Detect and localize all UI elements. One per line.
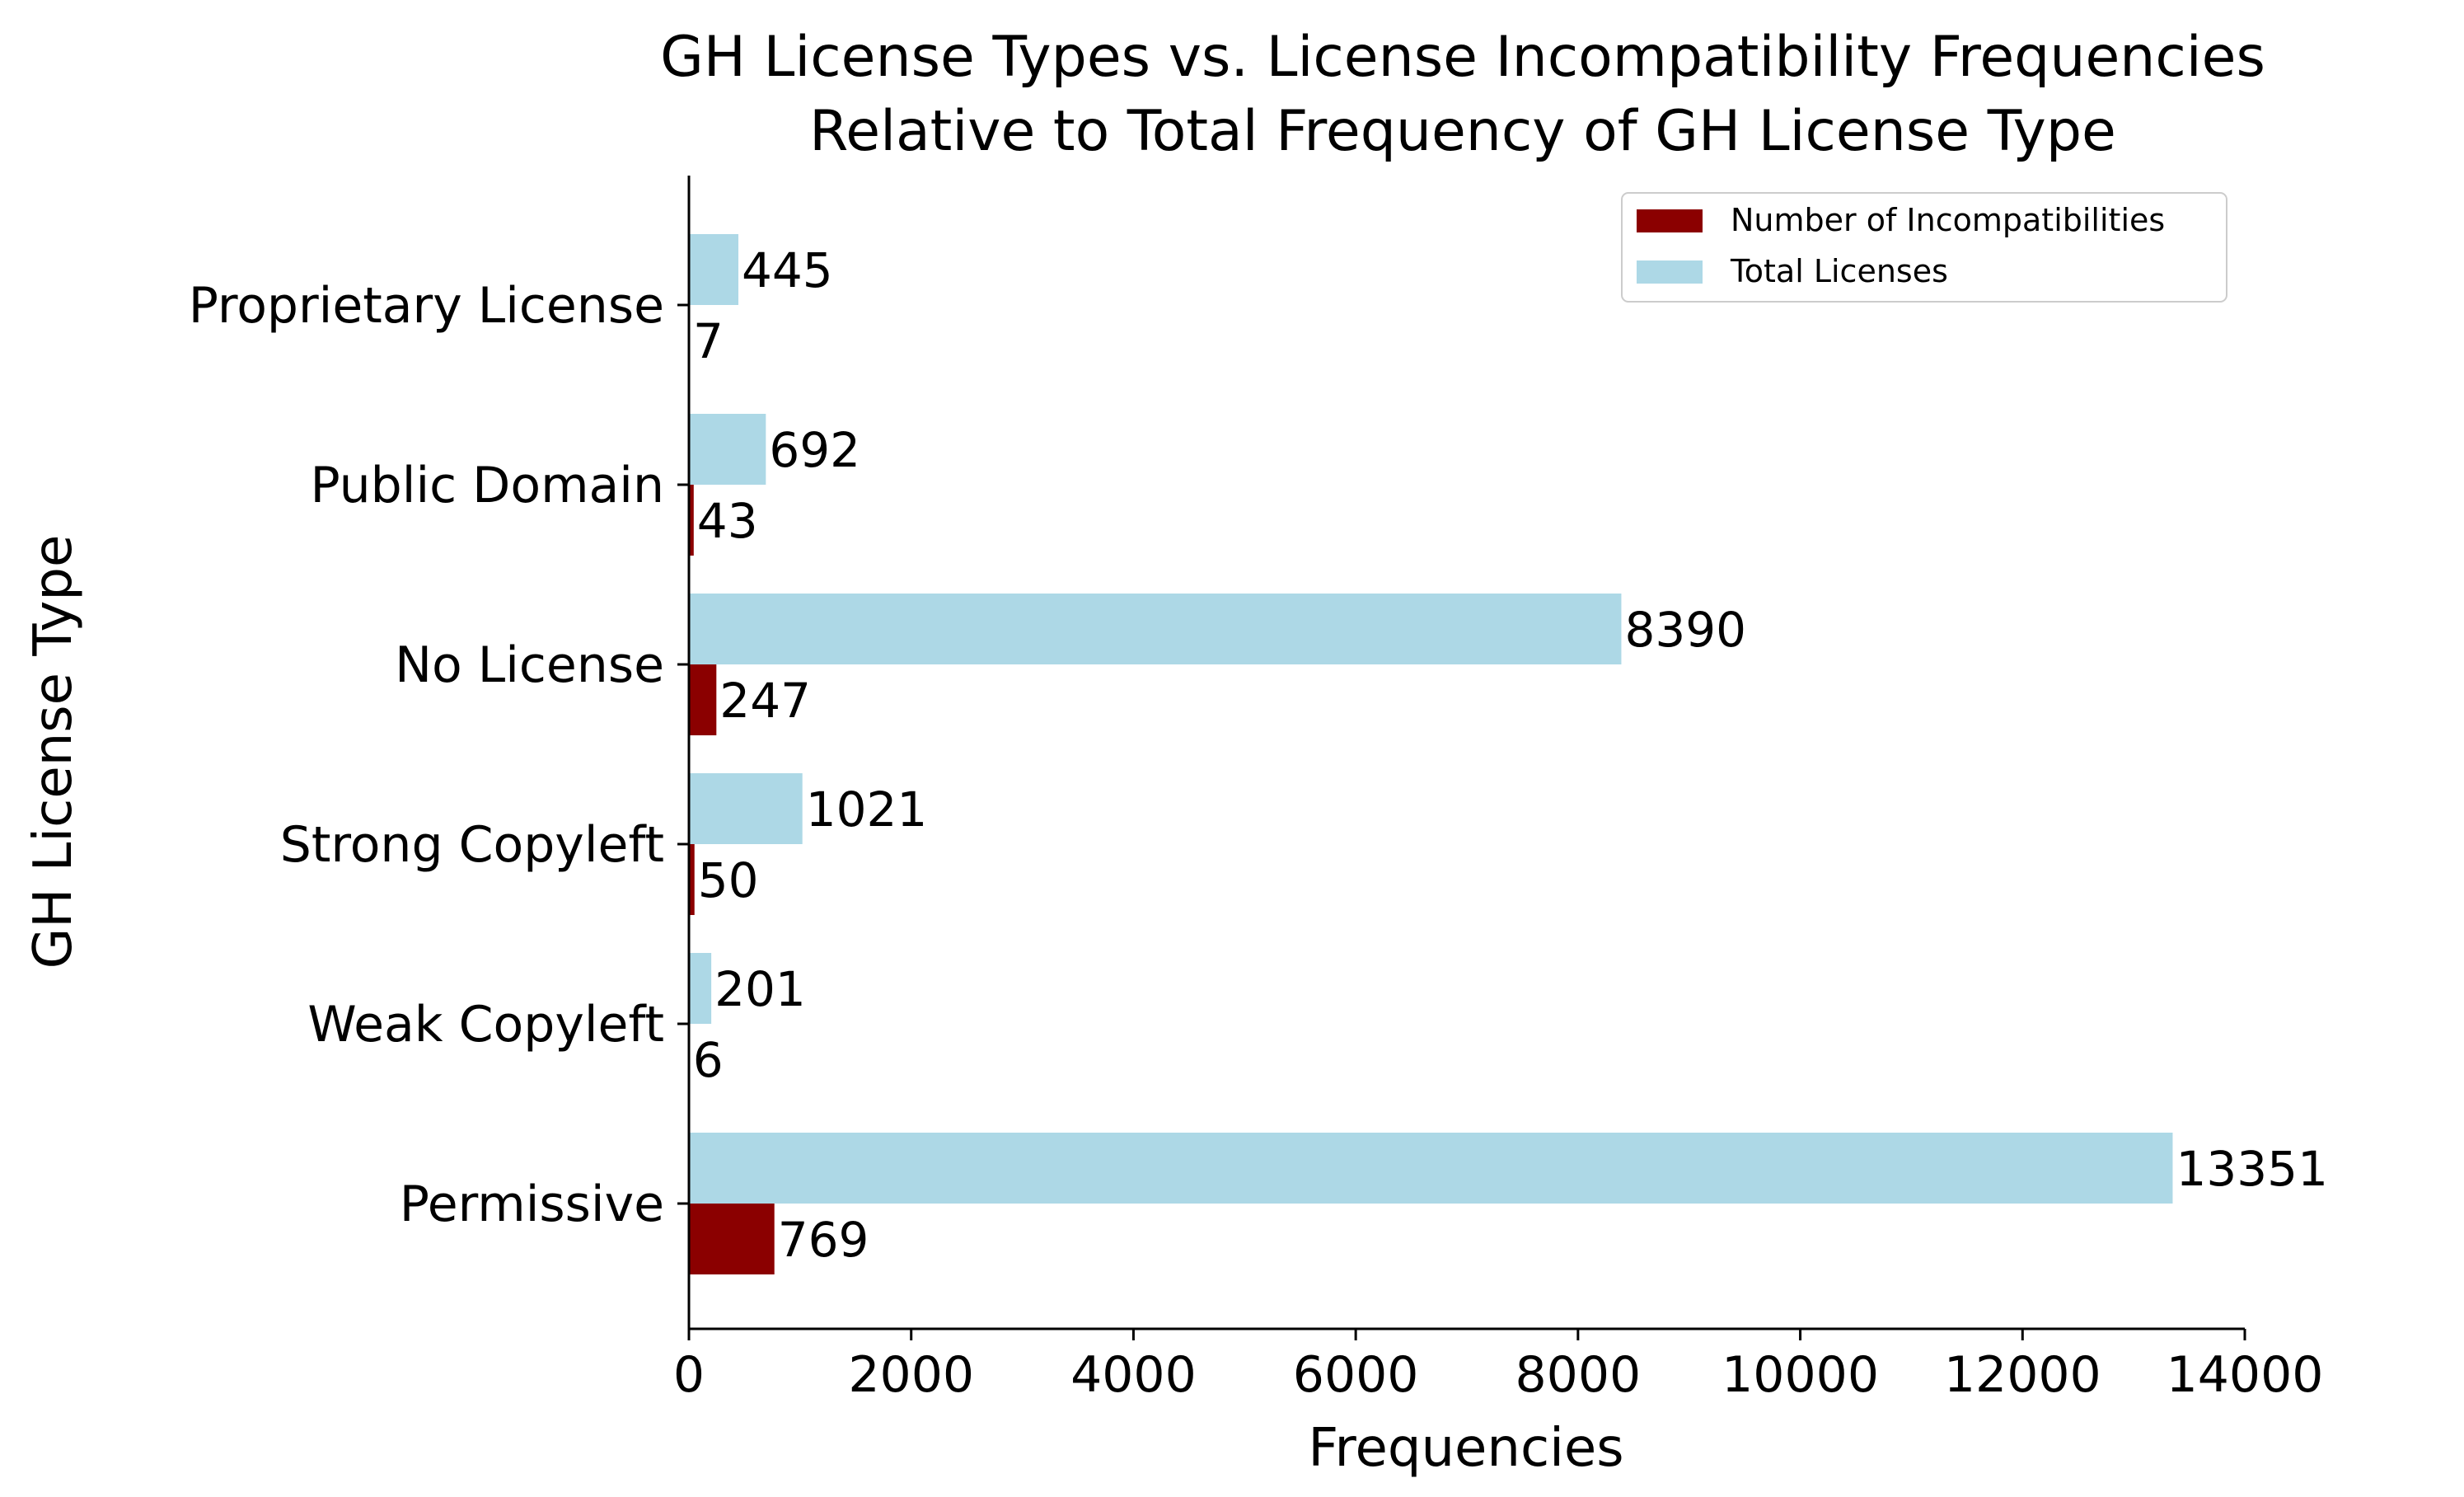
label-total-weak-copyleft: 201 [714,961,806,1017]
label-incompat-strong-copyleft: 50 [698,852,759,908]
bar-incompat-strong-copyleft [689,844,695,915]
bar-total-public-domain [689,414,766,485]
legend-frame [1621,192,2227,303]
y-tick-label-proprietary-license: Proprietary License [189,277,664,335]
y-tick-label-no-license: No License [395,636,664,694]
bar-incompat-no-license [689,664,717,735]
chart-title-line-1: GH License Types vs. License Incompatibi… [660,25,2265,90]
chart-title: GH License Types vs. License Incompatibi… [660,25,2265,164]
y-tick-label-permissive: Permissive [400,1176,664,1233]
x-tick-label-2000: 2000 [848,1346,974,1404]
label-total-permissive: 13351 [2176,1141,2328,1197]
x-tick-label-12000: 12000 [1944,1346,2101,1404]
x-axis-label: Frequencies [1308,1418,1623,1479]
bar-incompat-public-domain [689,485,694,556]
bar-total-permissive [689,1133,2173,1204]
label-incompat-public-domain: 43 [697,493,758,549]
x-tick-label-4000: 4000 [1070,1346,1197,1404]
label-incompat-proprietary-license: 7 [693,313,724,369]
legend-label-total-licenses: Total Licenses [1730,253,1948,289]
y-axis-label: GH License Type [23,535,84,969]
y-tick-label-weak-copyleft: Weak Copyleft [307,996,664,1054]
label-total-strong-copyleft: 1021 [806,781,928,838]
chart-title-line-2: Relative to Total Frequency of GH Licens… [809,99,2116,164]
label-total-no-license: 8390 [1624,602,1746,658]
label-incompat-no-license: 247 [719,673,811,729]
bar-incompat-permissive [689,1204,775,1274]
bar-total-weak-copyleft [689,953,712,1024]
total-licenses-bars [689,234,2173,1204]
incompatibilities-bars [689,305,775,1274]
x-tick-label-6000: 6000 [1293,1346,1419,1404]
bar-total-strong-copyleft [689,773,803,844]
y-axis-ticks: Permissive Weak Copyleft Strong Copyleft No… [189,277,689,1233]
label-incompat-weak-copyleft: 6 [693,1032,724,1088]
x-axis-ticks: 0 2000 4000 6000 8000 10000 12000 14000 [673,1329,2324,1404]
legend-label-incompatibilities: Number of Incompatibilities [1731,202,2165,238]
x-tick-label-10000: 10000 [1722,1346,1879,1404]
axes [687,176,2245,1330]
label-incompat-permissive: 769 [778,1212,869,1268]
x-tick-label-0: 0 [673,1346,705,1404]
x-tick-label-8000: 8000 [1515,1346,1642,1404]
label-total-public-domain: 692 [769,422,860,478]
legend-swatch-incompatibilities [1637,209,1703,232]
label-total-proprietary-license: 445 [742,242,833,298]
bar-total-no-license [689,594,1622,664]
bar-total-proprietary-license [689,234,739,305]
legend-swatch-total-licenses [1637,260,1703,284]
x-tick-label-14000: 14000 [2167,1346,2324,1404]
y-tick-label-public-domain: Public Domain [311,457,664,514]
legend: Number of Incompatibilities Total Licens… [1621,192,2227,303]
y-tick-label-strong-copyleft: Strong Copyleft [280,816,664,874]
